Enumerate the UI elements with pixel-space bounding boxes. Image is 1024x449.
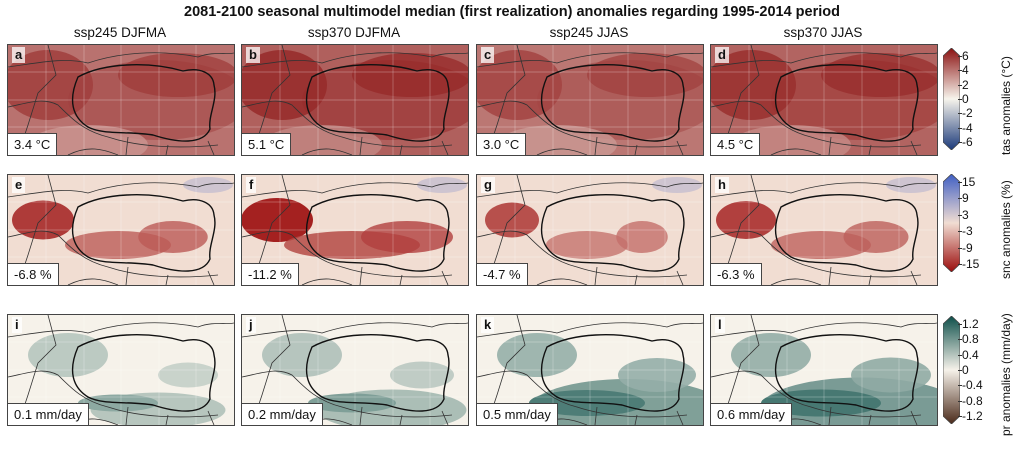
panel-mean-value: -6.3 % [711, 263, 762, 285]
colorbar-tick-label: -0.4 [958, 378, 983, 393]
map-panel-f: f -11.2 % [241, 174, 469, 286]
colorbar-tick-label: -0.8 [958, 393, 983, 408]
panel-mean-value: 4.5 °C [711, 133, 761, 155]
map-panel-b: b 5.1 °C [241, 44, 469, 156]
colorbar-tick-label: -2 [958, 106, 973, 121]
panel-letter: h [715, 177, 729, 193]
panel-mean-value: 0.6 mm/day [711, 403, 792, 425]
panel-letter: d [715, 47, 729, 63]
panel-letter: e [12, 177, 26, 193]
panel-mean-value: 0.5 mm/day [477, 403, 558, 425]
panel-mean-value: 0.2 mm/day [242, 403, 323, 425]
map-panel-e: e -6.8 % [7, 174, 235, 286]
colorbar-tick-label: 0 [958, 363, 969, 377]
panel-mean-value: 3.4 °C [8, 133, 58, 155]
colorbar-tick-label: 6 [958, 49, 969, 63]
map-panel-l: l 0.6 mm/day [710, 314, 938, 426]
panel-mean-value: 0.1 mm/day [8, 403, 89, 425]
map-panel-i: i 0.1 mm/day [7, 314, 235, 426]
map-panel-g: g -4.7 % [476, 174, 704, 286]
panel-letter: c [481, 47, 495, 63]
panel-mean-value: -6.8 % [8, 263, 59, 285]
colorbar-label-snc: snc anomalies (%) [999, 180, 1013, 279]
colorbar-tick-label: -15 [957, 257, 980, 271]
panel-mean-value: -4.7 % [477, 263, 528, 285]
colorbar-label-pr: pr anomalies (mm/day) [999, 313, 1013, 436]
colorbar-tick-label: -6 [958, 135, 973, 149]
panel-letter: g [481, 177, 495, 193]
column-header: ssp245 JJAS [549, 25, 629, 40]
colorbar-tick-label: 0 [958, 92, 969, 106]
map-panel-a: a 3.4 °C [7, 44, 235, 156]
colorbar-tick-label: 2 [958, 77, 969, 92]
map-panel-k: k 0.5 mm/day [476, 314, 704, 426]
colorbar-tick-label: 9 [958, 191, 969, 206]
anomaly-map [242, 45, 468, 155]
colorbar-pr [943, 316, 960, 424]
panel-mean-value: 5.1 °C [242, 133, 292, 155]
panel-mean-value: -11.2 % [242, 263, 299, 285]
panel-letter: a [12, 47, 26, 63]
colorbar-tick-label: 1.2 [958, 317, 979, 331]
panel-letter: i [12, 317, 22, 333]
figure-title: 2081-2100 seasonal multimodel median (fi… [184, 4, 840, 20]
panel-letter: l [715, 317, 725, 333]
colorbar-tas [943, 48, 960, 150]
panel-mean-value: 3.0 °C [477, 133, 527, 155]
colorbar-tick-label: -3 [958, 224, 973, 239]
colorbar-snc [943, 174, 960, 272]
colorbar-tick-label: 4 [958, 63, 969, 78]
anomaly-map [242, 175, 468, 285]
panel-letter: b [246, 47, 260, 63]
map-panel-d: d 4.5 °C [710, 44, 938, 156]
column-header: ssp370 JJAS [783, 25, 863, 40]
map-panel-c: c 3.0 °C [476, 44, 704, 156]
colorbar-tick-label: -1.2 [958, 409, 983, 423]
column-header: ssp245 DJFMA [73, 25, 167, 40]
colorbar-tick-label: 15 [957, 175, 976, 189]
colorbar-tick-label: 0.4 [958, 347, 979, 362]
anomaly-map [477, 315, 703, 425]
panel-letter: f [246, 177, 257, 193]
panel-letter: j [246, 317, 256, 333]
colorbar-tick-label: -9 [958, 240, 973, 255]
colorbar-label-tas: tas anomalies (°C) [999, 56, 1013, 155]
colorbar-tick-label: 3 [958, 207, 969, 222]
map-panel-h: h -6.3 % [710, 174, 938, 286]
colorbar-tick-label: -4 [958, 120, 973, 135]
map-panel-j: j 0.2 mm/day [241, 314, 469, 426]
colorbar-tick-label: 0.8 [958, 332, 979, 347]
panel-letter: k [481, 317, 495, 333]
column-header: ssp370 DJFMA [307, 25, 401, 40]
